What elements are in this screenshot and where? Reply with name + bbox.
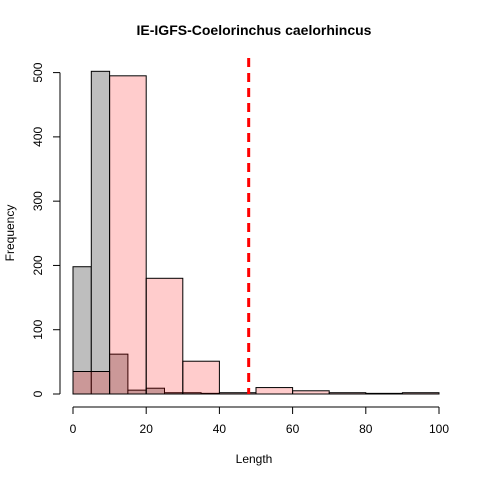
y-axis: 0 100 200 300 400 500: [31, 62, 61, 397]
x-tick-label: 40: [213, 422, 227, 436]
x-tick-label: 20: [140, 422, 154, 436]
histogram-bar-series2-bin1: [72, 371, 111, 395]
y-tick-label: 500: [31, 62, 45, 82]
histogram-bar-series2-bin2: [109, 75, 147, 395]
x-tick-label: 0: [70, 422, 77, 436]
y-tick-label: 200: [31, 255, 45, 275]
histogram-bar-series2-bin6: [255, 387, 294, 395]
histogram-bar-series2-bin7: [292, 390, 330, 395]
y-tick-label: 0: [31, 390, 45, 397]
y-axis-label: Frequency: [3, 205, 17, 262]
histogram-bar-series2-bin4: [182, 360, 220, 395]
histogram-bar-series1-bin2: [90, 70, 111, 395]
y-tick-label: 400: [31, 127, 45, 147]
histogram-bar-series2-bin8: [328, 392, 367, 395]
histogram-bar-series2-bin10: [401, 392, 440, 395]
x-axis: 0 20 40 60 80 100: [70, 406, 449, 436]
y-tick-label: 100: [31, 319, 45, 339]
y-tick-label: 300: [31, 191, 45, 211]
chart-title: IE-IGFS-Coelorinchus caelorhincus: [137, 22, 372, 38]
bars-layer: [72, 70, 440, 395]
x-axis-label: Length: [236, 452, 273, 466]
x-tick-label: 80: [359, 422, 373, 436]
histogram-bar-series2-bin3: [145, 277, 184, 395]
histogram-bar-series2-bin5: [218, 392, 257, 395]
histogram-bar-series2-bin9: [365, 392, 403, 395]
x-tick-label: 60: [286, 422, 300, 436]
x-tick-label: 100: [429, 422, 449, 436]
